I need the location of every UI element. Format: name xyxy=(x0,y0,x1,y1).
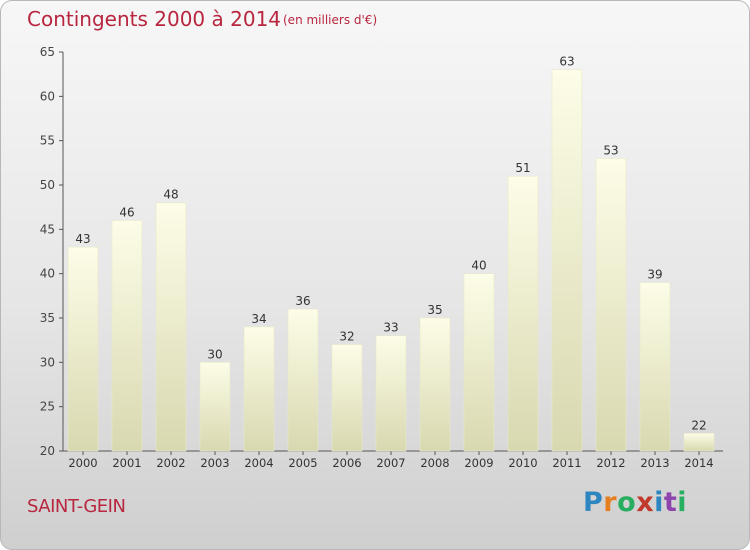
data-label-2005: 36 xyxy=(295,294,310,308)
data-label-2009: 40 xyxy=(471,259,486,273)
data-label-2006: 32 xyxy=(339,330,354,344)
x-tick-label: 2014 xyxy=(684,456,713,470)
bar-2012 xyxy=(595,158,627,452)
x-tick-label: 2003 xyxy=(200,456,229,470)
bar-2000 xyxy=(67,246,99,452)
bar-2006 xyxy=(331,344,363,452)
bar-2005 xyxy=(287,308,319,452)
x-tick-label: 2007 xyxy=(376,456,405,470)
data-label-2002: 48 xyxy=(163,188,178,202)
x-tick-label: 2002 xyxy=(156,456,185,470)
y-tick-label: 40 xyxy=(40,267,55,281)
y-tick-label: 25 xyxy=(40,400,55,414)
x-tick-label: 2006 xyxy=(332,456,361,470)
x-tick-label: 2000 xyxy=(68,456,97,470)
y-tick-label: 60 xyxy=(40,89,55,103)
bar-2004 xyxy=(243,326,275,452)
data-label-2007: 33 xyxy=(383,321,398,335)
bar-2009 xyxy=(463,273,495,452)
x-tick-label: 2013 xyxy=(640,456,669,470)
data-label-2003: 30 xyxy=(207,347,222,361)
data-label-2001: 46 xyxy=(119,205,134,219)
data-label-2013: 39 xyxy=(647,268,662,282)
x-tick-label: 2010 xyxy=(508,456,537,470)
data-label-2000: 43 xyxy=(75,232,90,246)
y-tick-label: 50 xyxy=(40,178,55,192)
y-tick-label: 30 xyxy=(40,355,55,369)
data-label-2012: 53 xyxy=(603,143,618,157)
data-labels: 43 46 48 30 34 36 32 33 35 40 51 63 53 39 22 xyxy=(75,55,706,433)
y-tick-label: 65 xyxy=(40,45,55,59)
data-label-2008: 35 xyxy=(427,303,442,317)
x-tick-label: 2012 xyxy=(596,456,625,470)
x-tick-label: 2001 xyxy=(112,456,141,470)
commune-name: SAINT-GEIN xyxy=(27,496,126,517)
data-label-2010: 51 xyxy=(515,161,530,175)
x-tick-label: 2011 xyxy=(552,456,581,470)
data-label-2014: 22 xyxy=(691,418,706,432)
bar-2008 xyxy=(419,317,451,452)
y-tick-label: 45 xyxy=(40,222,55,236)
y-tick-label: 55 xyxy=(40,134,55,148)
proxiti-logo[interactable]: Proxiti xyxy=(583,487,688,518)
bar-2014 xyxy=(683,432,715,452)
chart-title: Contingents 2000 à 2014 xyxy=(27,7,282,31)
bar-2001 xyxy=(111,220,143,452)
data-label-2011: 63 xyxy=(559,55,574,69)
bar-2007 xyxy=(375,335,407,452)
bar-2011 xyxy=(551,69,583,452)
bar-2003 xyxy=(199,362,231,452)
bars xyxy=(67,69,715,452)
x-tick-label: 2009 xyxy=(464,456,493,470)
chart-subtitle: (en milliers d'€) xyxy=(283,13,378,27)
y-tick-label: 35 xyxy=(40,311,55,325)
x-tick-label: 2005 xyxy=(288,456,317,470)
x-tick-label: 2004 xyxy=(244,456,273,470)
bar-2002 xyxy=(155,202,187,452)
x-tick-label: 2008 xyxy=(420,456,449,470)
bar-2013 xyxy=(639,282,671,452)
bar-2010 xyxy=(507,175,539,452)
y-tick-label: 20 xyxy=(40,444,55,458)
axes: 20 25 30 35 40 45 50 55 60 65 2000 2001 2002 2003 2004… xyxy=(40,45,723,470)
data-label-2004: 34 xyxy=(251,312,266,326)
